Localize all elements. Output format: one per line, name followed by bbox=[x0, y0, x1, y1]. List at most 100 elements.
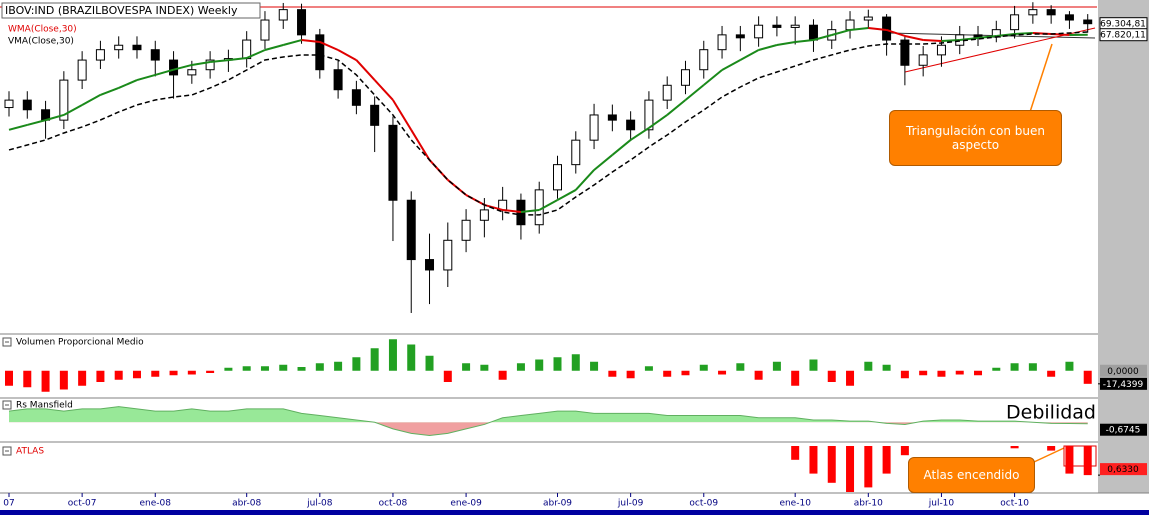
indicator-bar bbox=[260, 366, 269, 371]
candle-body bbox=[790, 24, 800, 28]
wma-line bbox=[648, 114, 668, 129]
wma-line bbox=[337, 49, 357, 61]
candle-body bbox=[59, 79, 69, 121]
indicator-bar bbox=[846, 370, 855, 386]
annotation-text: Debilidad bbox=[1006, 402, 1096, 424]
indicator-bar bbox=[151, 370, 160, 377]
candle-body bbox=[662, 84, 672, 101]
candle-body bbox=[1028, 9, 1038, 16]
x-tick-label: jul-09 bbox=[617, 499, 644, 509]
x-tick-label: oct-07 bbox=[68, 499, 97, 509]
value-label: -0,6745 bbox=[1106, 426, 1141, 436]
candle-body bbox=[77, 59, 87, 81]
indicator-bar bbox=[809, 359, 818, 371]
wma-line bbox=[886, 29, 906, 37]
candle-body bbox=[187, 69, 197, 76]
wma-line bbox=[630, 127, 650, 141]
wma-line bbox=[410, 129, 431, 161]
vma-line bbox=[8, 31, 1088, 216]
candle-body bbox=[808, 24, 818, 41]
candle-body bbox=[22, 99, 32, 111]
candle-body bbox=[95, 49, 105, 61]
indicator-bar bbox=[1047, 446, 1056, 451]
candle-body bbox=[4, 99, 14, 109]
x-tick-label: jul-10 bbox=[928, 499, 955, 509]
wma-line bbox=[813, 34, 833, 41]
indicator-bar bbox=[78, 370, 87, 386]
wma-line bbox=[63, 104, 83, 116]
candle-body bbox=[297, 9, 307, 36]
candle-body bbox=[754, 24, 764, 39]
indicator-bar bbox=[96, 370, 105, 382]
candle-body bbox=[882, 16, 892, 41]
wma-line bbox=[1032, 32, 1052, 35]
candle-body bbox=[479, 209, 489, 221]
annotation-arrow bbox=[1033, 447, 1065, 463]
indicator-bar bbox=[425, 355, 434, 371]
indicator-bar bbox=[681, 370, 690, 376]
candle-body bbox=[699, 49, 709, 71]
candle-body bbox=[351, 89, 361, 106]
wma-line bbox=[703, 69, 723, 86]
candle-body bbox=[425, 259, 435, 271]
indicator-bar bbox=[974, 370, 983, 376]
indicator-bar bbox=[187, 370, 196, 375]
indicator-bar bbox=[407, 344, 416, 371]
candle-body bbox=[845, 19, 855, 31]
legend-entry: WMA(Close,30) bbox=[8, 25, 77, 35]
indicator-bar bbox=[827, 446, 836, 483]
panel-title: Volumen Proporcional Medio bbox=[16, 338, 144, 348]
x-tick-label: abr-09 bbox=[543, 499, 572, 509]
indicator-bar bbox=[41, 370, 50, 392]
indicator-bar bbox=[443, 370, 452, 382]
chart-title: IBOV:IND (BRAZILBOVESPA INDEX) Weekly bbox=[5, 4, 238, 17]
candle-body bbox=[169, 59, 179, 76]
candle-body bbox=[1083, 19, 1093, 25]
candle-body bbox=[260, 19, 270, 41]
x-tick-label: abr-08 bbox=[232, 499, 261, 509]
indicator-bar bbox=[718, 370, 727, 375]
area-line bbox=[8, 406, 1088, 437]
wma-line bbox=[484, 203, 503, 211]
x-tick-label: jul-08 bbox=[306, 499, 333, 509]
indicator-bar bbox=[882, 364, 891, 371]
candle-body bbox=[918, 54, 928, 66]
axis-bar bbox=[0, 510, 1149, 515]
indicator-bar bbox=[846, 446, 855, 492]
x-tick-label: oct-10 bbox=[1000, 499, 1029, 509]
wma-line bbox=[319, 41, 339, 51]
candle-body bbox=[772, 24, 782, 28]
candle-body bbox=[589, 114, 599, 141]
area-negative bbox=[374, 422, 1088, 436]
annotation-arrow bbox=[1029, 43, 1053, 113]
wma-line bbox=[868, 26, 887, 31]
wma-line bbox=[264, 44, 284, 51]
annotation-box: Atlas encendido bbox=[908, 457, 1035, 493]
panel-title: Rs Mansfield bbox=[16, 401, 73, 411]
candle-body bbox=[863, 16, 873, 21]
candle-body bbox=[370, 104, 380, 126]
value-label-box bbox=[1100, 463, 1147, 476]
indicator-bar bbox=[1083, 370, 1092, 384]
wma-line bbox=[538, 199, 558, 211]
indicator-bar bbox=[334, 361, 343, 371]
title-box bbox=[1, 2, 261, 19]
indicator-bar bbox=[462, 363, 471, 371]
indicator-bar bbox=[1065, 361, 1074, 371]
legend-entry: VMA(Close,30) bbox=[8, 37, 74, 47]
candle-body bbox=[644, 99, 654, 131]
area-positive bbox=[9, 406, 1088, 423]
wma-line bbox=[721, 59, 741, 71]
indicator-bar bbox=[516, 363, 525, 371]
candle-body bbox=[443, 239, 453, 271]
candle-body bbox=[553, 164, 562, 191]
candle-body bbox=[680, 69, 690, 86]
wma-line bbox=[904, 34, 924, 41]
wma-line bbox=[45, 113, 65, 122]
wma-line bbox=[136, 73, 156, 82]
wma-line bbox=[191, 61, 211, 66]
wma-line bbox=[977, 34, 997, 39]
value-label: -17,4399 bbox=[1103, 380, 1144, 390]
candle-body bbox=[461, 219, 471, 241]
